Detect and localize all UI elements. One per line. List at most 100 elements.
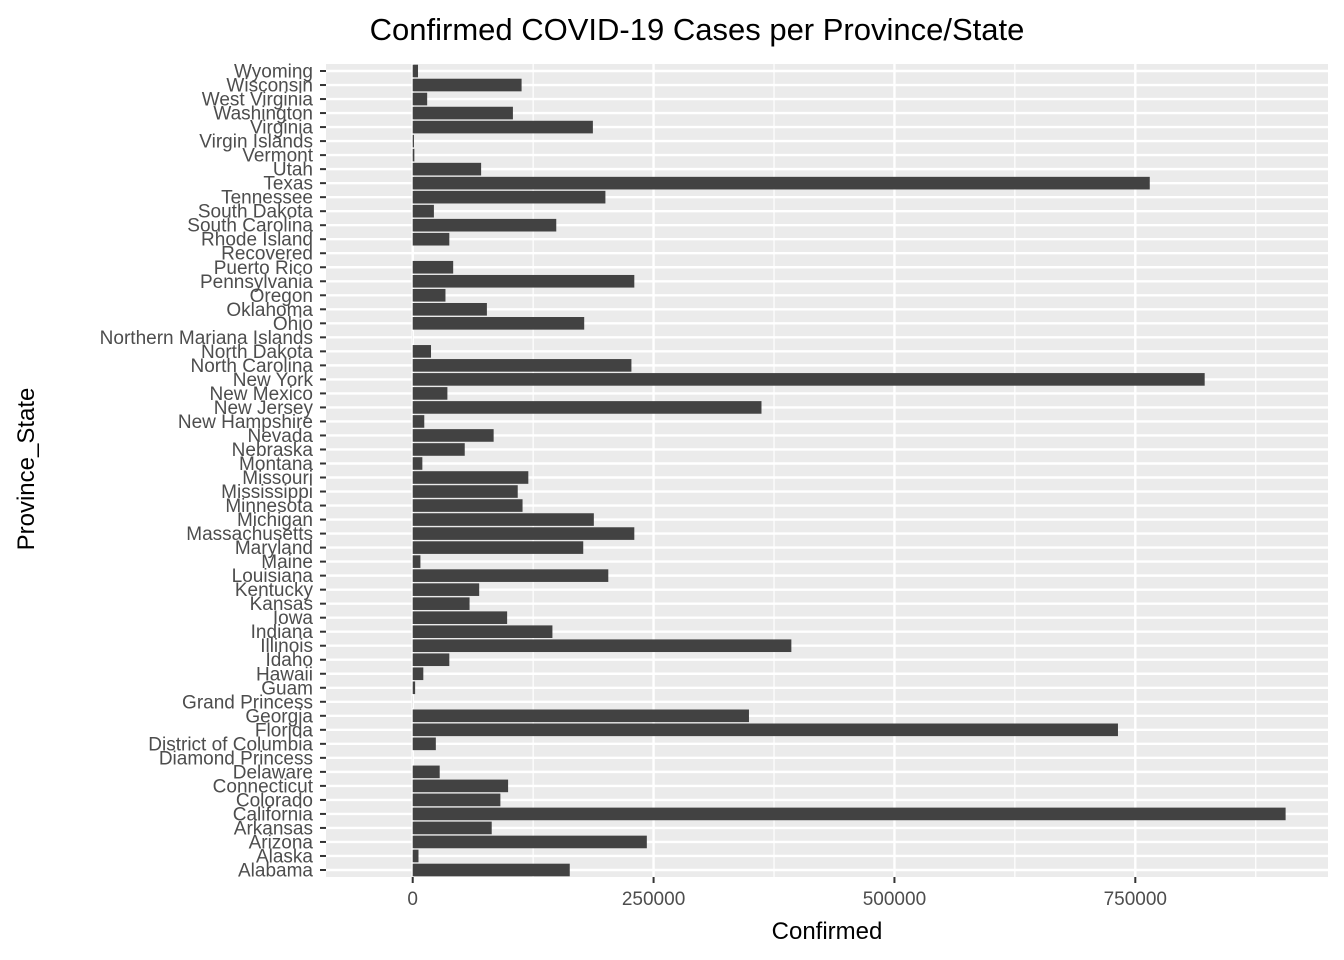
bar-washington xyxy=(412,106,513,120)
bar-louisiana xyxy=(412,569,609,582)
bar-ohio xyxy=(412,317,585,330)
bar-hawaii xyxy=(412,667,424,681)
y-tick-label: South Dakota xyxy=(198,202,314,223)
y-tick-label: Virgin Islands xyxy=(199,132,313,153)
bar-idaho xyxy=(412,653,450,667)
y-tick-label: South Carolina xyxy=(187,216,313,237)
y-tick-label: Iowa xyxy=(273,608,314,629)
bar-delaware xyxy=(412,765,440,779)
y-tick-label: Indiana xyxy=(251,622,314,643)
bar-arkansas xyxy=(412,821,492,835)
bar-virgin-islands xyxy=(412,134,414,148)
y-tick-label: New Mexico xyxy=(210,384,313,405)
bar-kentucky xyxy=(412,583,480,596)
y-tick-label: Minnesota xyxy=(225,496,313,517)
y-tick-label: Massachusetts xyxy=(186,524,313,545)
bar-puerto-rico xyxy=(412,260,454,274)
y-tick-label: Mississippi xyxy=(221,482,313,503)
y-tick-label: Kansas xyxy=(250,594,313,615)
bar-wyoming xyxy=(412,64,419,78)
y-tick-label: Missouri xyxy=(242,468,313,489)
bar-oregon xyxy=(412,288,446,302)
bar-south-dakota xyxy=(412,204,434,218)
bar-virginia xyxy=(412,120,593,134)
bar-alabama xyxy=(412,863,570,877)
bar-illinois xyxy=(412,639,792,653)
y-tick-label: Puerto Rico xyxy=(214,258,313,279)
y-tick-label: Delaware xyxy=(233,762,313,783)
y-tick-label: Vermont xyxy=(242,146,313,167)
y-tick-label: Recovered xyxy=(221,244,313,265)
bar-tennessee xyxy=(412,190,606,204)
bar-connecticut xyxy=(412,779,509,793)
bar-maine xyxy=(412,555,421,568)
y-tick-label: Maine xyxy=(261,552,313,573)
x-tick-label: 750000 xyxy=(1104,889,1167,910)
bar-maryland xyxy=(412,541,584,554)
y-tick-label: Oklahoma xyxy=(226,300,313,321)
y-tick-label: Illinois xyxy=(260,636,313,657)
y-tick-label: Connecticut xyxy=(213,776,314,797)
y-tick-label: California xyxy=(233,804,314,825)
bar-north-dakota xyxy=(412,345,432,358)
y-tick-label: North Dakota xyxy=(201,342,313,363)
y-tick-label: Alaska xyxy=(256,846,313,867)
y-tick-label: Texas xyxy=(263,174,313,195)
x-tick-label: 500000 xyxy=(863,889,926,910)
bar-texas xyxy=(412,176,1150,190)
bar-florida xyxy=(412,723,1118,737)
bar-arizona xyxy=(412,835,647,849)
y-tick-label: Georgia xyxy=(245,706,313,727)
y-tick-label: Kentucky xyxy=(235,580,314,601)
y-tick-label: Nebraska xyxy=(232,440,314,461)
bar-rhode-island xyxy=(412,232,450,246)
y-tick-label: Northern Mariana Islands xyxy=(100,328,313,349)
y-tick-label: Colorado xyxy=(236,790,313,811)
y-tick-label: Montana xyxy=(239,454,313,475)
bar-vermont xyxy=(412,148,415,162)
y-tick-label: North Carolina xyxy=(191,356,314,377)
bar-nevada xyxy=(412,429,494,442)
y-tick-label: Oregon xyxy=(250,286,313,307)
bar-new-jersey xyxy=(412,401,762,414)
y-tick-label: Arizona xyxy=(249,832,314,853)
y-tick-label: Idaho xyxy=(265,650,313,671)
y-tick-label: Wyoming xyxy=(234,62,313,83)
y-tick-label: Tennessee xyxy=(221,188,313,209)
y-axis-title: Province_State xyxy=(13,388,40,551)
bar-iowa xyxy=(412,611,508,624)
bar-california xyxy=(412,807,1286,821)
y-tick-label: Arkansas xyxy=(234,818,313,839)
y-tick-label: Utah xyxy=(273,160,313,181)
bar-nebraska xyxy=(412,443,465,456)
y-tick-label: New Hampshire xyxy=(178,412,313,433)
x-axis-title: Confirmed xyxy=(772,918,883,945)
y-tick-label: Virginia xyxy=(250,118,313,139)
bar-utah xyxy=(412,162,482,176)
bar-mississippi xyxy=(412,485,518,498)
bar-oklahoma xyxy=(412,302,487,316)
y-tick-label: New Jersey xyxy=(214,398,314,419)
y-tick-label: West Virginia xyxy=(202,90,314,111)
bar-michigan xyxy=(412,513,594,526)
bar-wisconsin xyxy=(412,78,522,92)
bar-colorado xyxy=(412,793,501,807)
y-tick-label: Nevada xyxy=(248,426,314,447)
bar-minnesota xyxy=(412,499,523,512)
bar-montana xyxy=(412,457,423,470)
y-tick-label: District of Columbia xyxy=(148,734,313,755)
bar-north-carolina xyxy=(412,359,632,372)
bar-alaska xyxy=(412,849,419,863)
y-tick-label: Rhode Island xyxy=(201,230,313,251)
y-tick-label: Guam xyxy=(261,678,313,699)
y-tick-label: Washington xyxy=(213,104,313,125)
x-tick-label: 0 xyxy=(407,889,418,910)
bar-indiana xyxy=(412,625,553,639)
y-tick-label: Alabama xyxy=(238,860,313,881)
chart-title: Confirmed COVID-19 Cases per Province/St… xyxy=(370,12,1025,47)
y-tick-label: Michigan xyxy=(237,510,313,531)
bar-georgia xyxy=(412,709,749,723)
bar-south-carolina xyxy=(412,218,557,232)
y-tick-label: Grand Princess xyxy=(182,692,313,713)
